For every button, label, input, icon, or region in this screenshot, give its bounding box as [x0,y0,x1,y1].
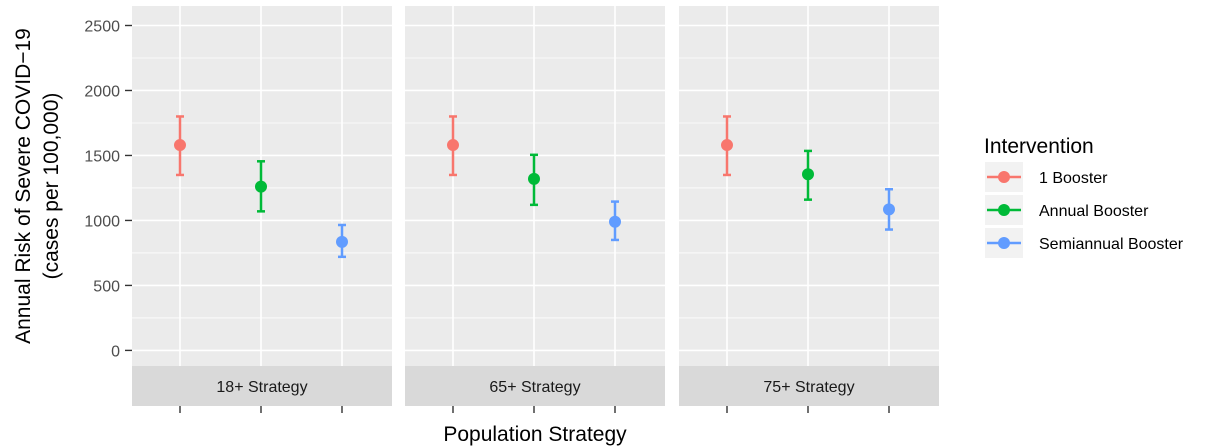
data-point-3-3 [883,203,895,216]
data-point-2-3 [609,215,621,228]
data-point-1-1 [174,139,186,152]
data-point-3-1 [721,139,733,152]
y-axis-title-line-1: Annual Risk of Severe COVID−19 [12,28,35,344]
facet-strip-3 [679,366,939,406]
facet-strip-2 [405,366,665,406]
legend-item-label: 1 Booster [1039,170,1108,187]
facet-strip-label: 18+ Strategy [216,379,307,396]
data-point-2-2 [528,172,540,185]
facet-strip-label: 65+ Strategy [489,379,580,396]
y-tick-label: 500 [93,278,120,295]
data-point-1-2 [255,180,267,193]
data-point-2-1 [447,139,459,152]
y-tick-label: 2000 [84,83,120,100]
legend-item-label: Semiannual Booster [1039,236,1184,253]
legend-item-label: Annual Booster [1039,203,1149,220]
x-axis-title: Population Strategy [443,423,627,446]
legend-key-point [998,171,1010,183]
y-tick-label: 2500 [84,18,120,35]
legend-key-point [998,237,1010,249]
y-tick-label: 0 [111,343,120,360]
y-tick-label: 1500 [84,148,120,165]
data-point-1-3 [336,235,348,248]
y-tick-label: 1000 [84,213,120,230]
data-point-3-2 [802,168,814,181]
legend-key-point [998,204,1010,216]
facet-strip-1 [132,366,392,406]
y-axis-title-line-2: (cases per 100,000) [40,93,63,280]
facet-strip-label: 75+ Strategy [763,379,854,396]
legend-title: Intervention [984,135,1094,158]
